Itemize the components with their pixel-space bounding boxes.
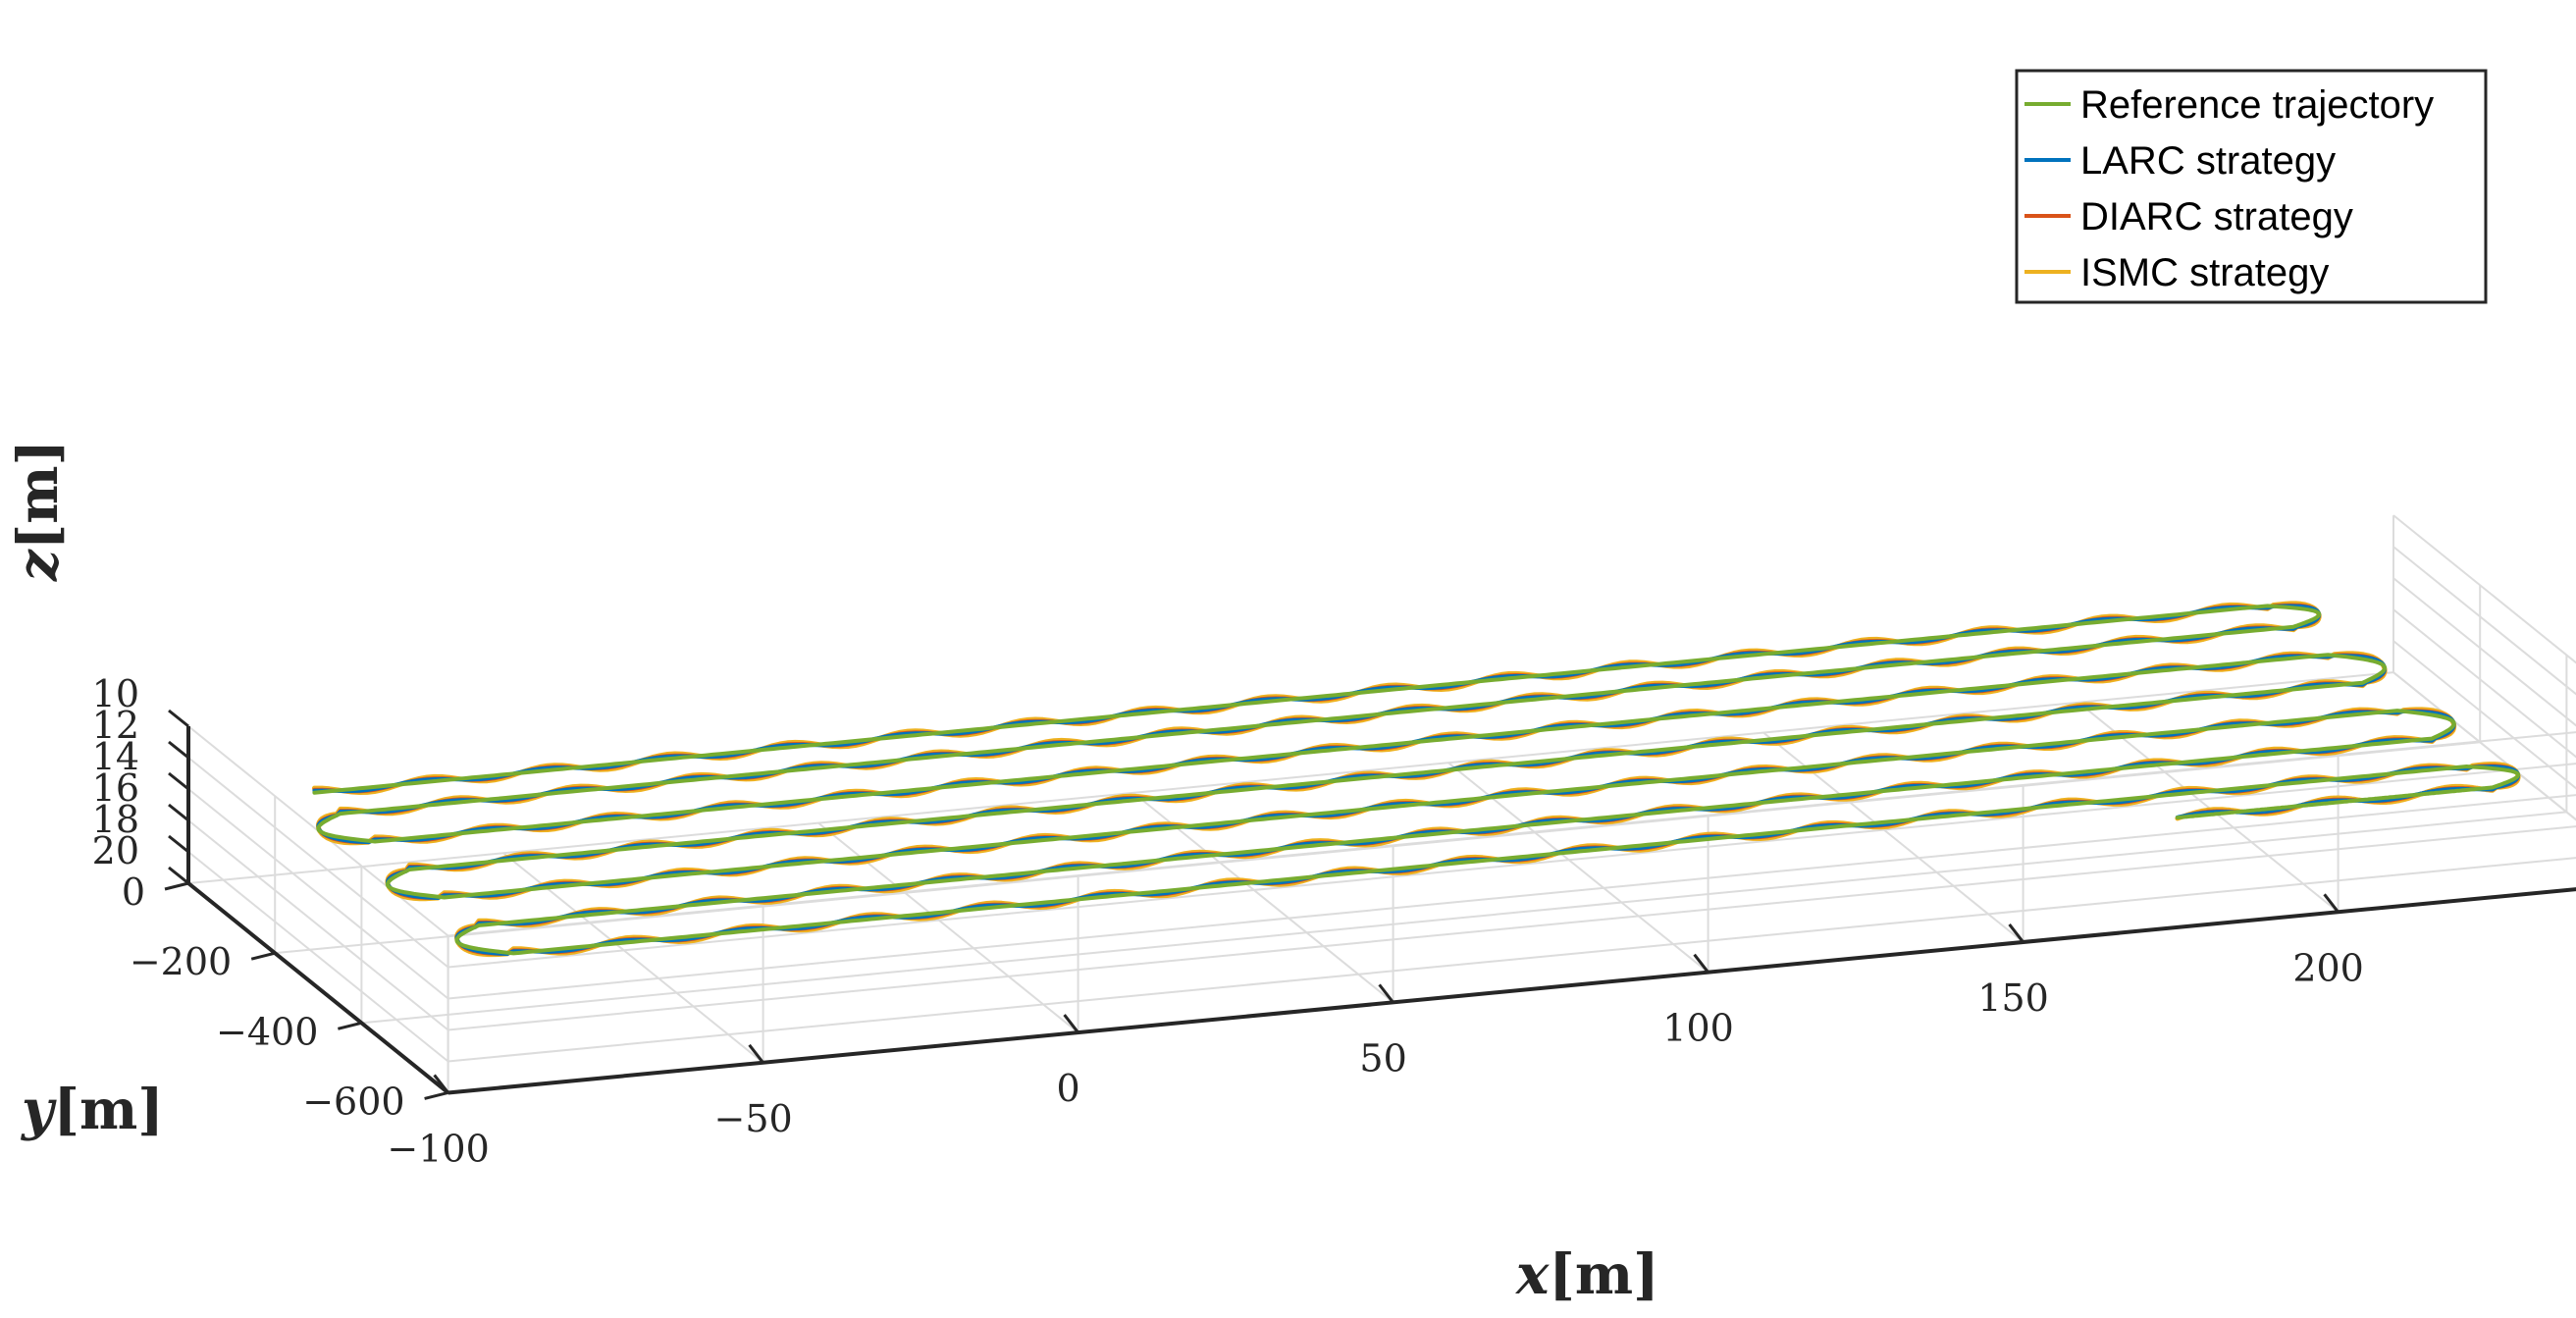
x-tick-mark xyxy=(2323,893,2339,914)
legend-label-diarc: DIARC strategy xyxy=(2080,195,2353,238)
z-tick-label: 12 xyxy=(92,704,139,747)
back-wall-grid-z xyxy=(447,857,2576,1063)
z-tick-label: 18 xyxy=(92,798,139,841)
x-tick-mark xyxy=(2008,923,2024,943)
z-tick-label: 16 xyxy=(92,766,139,810)
y-tick-label: 0 xyxy=(122,870,145,914)
legend-label-ismc: ISMC strategy xyxy=(2080,251,2329,294)
back-wall-grid-z xyxy=(447,825,2576,1031)
z-tick-mark xyxy=(168,866,189,885)
x-axis-line xyxy=(447,887,2576,1095)
left-wall-grid-z xyxy=(187,851,449,1063)
x-tick-label: 0 xyxy=(1057,1067,1080,1110)
left-wall-grid-z xyxy=(187,819,449,1031)
x-tick-label: 200 xyxy=(2292,946,2364,989)
z-tick-mark xyxy=(168,803,189,822)
legend-box xyxy=(2015,69,2488,304)
floor-grid-y xyxy=(187,671,2394,884)
x-axis-symbol: x xyxy=(1515,1242,1550,1307)
legend-label-reference: Reference trajectory xyxy=(2080,83,2434,127)
y-tick-mark xyxy=(250,951,276,961)
right-wall-grid-z xyxy=(2392,577,2576,727)
x-tick-label: 50 xyxy=(1359,1036,1406,1080)
right-wall-grid-z xyxy=(2392,546,2576,696)
y-tick-mark xyxy=(338,1021,362,1030)
z-tick-mark xyxy=(168,834,189,854)
y-tick-label: −400 xyxy=(216,1010,318,1053)
x-tick-mark xyxy=(1063,1014,1079,1034)
y-tick-mark xyxy=(164,881,189,891)
x-tick-mark xyxy=(1378,983,1394,1004)
z-tick-mark xyxy=(168,740,189,760)
z-axis-unit: [m] xyxy=(6,440,71,550)
data-layer xyxy=(311,601,2521,958)
x-tick-label: −100 xyxy=(387,1127,489,1170)
z-tick-mark xyxy=(168,771,189,791)
x-tick-label: −50 xyxy=(713,1097,792,1140)
z-tick-label: 20 xyxy=(92,829,139,872)
z-tick-label: 10 xyxy=(92,672,139,715)
y-tick-label: −200 xyxy=(130,940,232,983)
x-tick-mark xyxy=(433,1074,449,1094)
y-axis-unit: [m] xyxy=(54,1078,164,1142)
z-axis-label: z[m] xyxy=(6,440,71,582)
y-axis-line xyxy=(186,881,449,1095)
x-tick-label: 100 xyxy=(1662,1007,1734,1050)
z-axis-symbol: z xyxy=(6,549,71,582)
left-wall-grid-z xyxy=(187,757,449,969)
series-line-reference xyxy=(312,604,2521,956)
x-tick-label: 150 xyxy=(1977,976,2049,1020)
legend-label-larc: LARC strategy xyxy=(2080,139,2336,183)
y-tick-label: −600 xyxy=(302,1080,404,1123)
floor-grid-y xyxy=(361,811,2567,1025)
legend: Reference trajectory LARC strategy DIARC… xyxy=(2015,69,2488,304)
back-wall-grid-z xyxy=(447,794,2576,1000)
right-wall-grid-z xyxy=(2392,514,2576,664)
x-axis-unit: [m] xyxy=(1549,1242,1658,1307)
y-tick-mark xyxy=(424,1091,448,1100)
left-wall-grid-z xyxy=(187,788,449,1000)
axes-layer xyxy=(164,709,2576,1100)
z-tick-mark xyxy=(168,709,189,728)
right-wall-grid-z xyxy=(2392,640,2576,790)
series-line-ismc xyxy=(311,601,2521,958)
right-wall-grid-z xyxy=(2392,671,2576,821)
right-wall-grid-z xyxy=(2392,608,2576,759)
x-tick-mark xyxy=(1693,953,1709,974)
back-wall-grid-z xyxy=(447,763,2576,969)
back-wall-grid-z xyxy=(447,731,2576,937)
x-tick-mark xyxy=(748,1043,764,1064)
svg-text:z[m]: z[m] xyxy=(6,440,71,582)
y-axis-label: y[m] xyxy=(20,1078,164,1142)
x-axis-label: x[m] xyxy=(1515,1242,1659,1307)
z-tick-label: 14 xyxy=(92,735,139,778)
y-axis-symbol: y xyxy=(20,1078,57,1142)
tick-labels: 1012141618200−200−400−600−100−5005010015… xyxy=(92,672,2364,1170)
